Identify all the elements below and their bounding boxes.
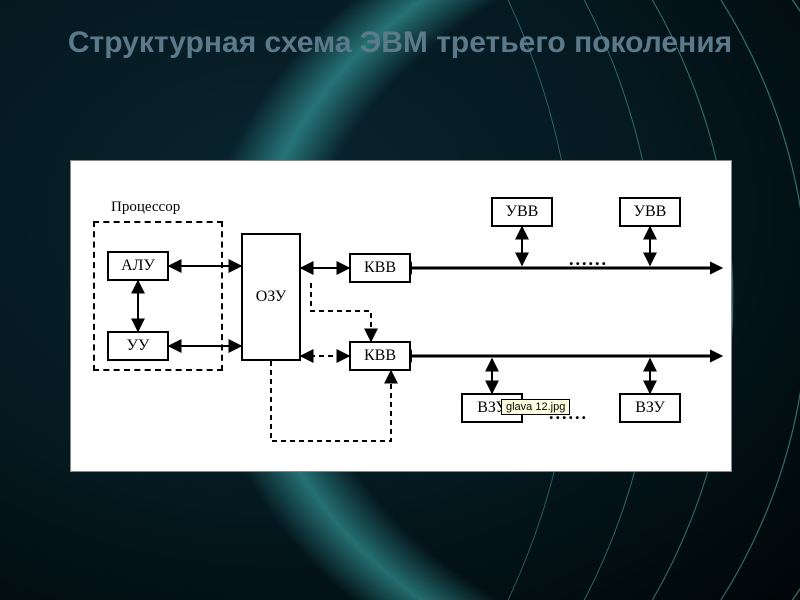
node-vzu2: ВЗУ	[619, 393, 681, 423]
node-kvv2: КВВ	[349, 341, 411, 371]
diagram-container: Процессор АЛУУУОЗУКВВКВВУВВУВВВЗУВЗУ....…	[70, 160, 732, 472]
slide-title: Структурная схема ЭВМ третьего поколения	[0, 25, 800, 61]
node-ozu: ОЗУ	[241, 233, 301, 361]
node-uvv2: УВВ	[619, 197, 681, 227]
node-uu: УУ	[107, 331, 169, 361]
node-alu: АЛУ	[107, 251, 169, 281]
block-diagram: Процессор АЛУУУОЗУКВВКВВУВВУВВВЗУВЗУ....…	[71, 161, 731, 471]
image-tooltip: glava 12.jpg	[501, 399, 570, 415]
ellipsis: ......	[569, 249, 608, 270]
node-kvv1: КВВ	[349, 253, 411, 283]
node-uvv1: УВВ	[491, 197, 553, 227]
processor-label: Процессор	[111, 199, 180, 216]
